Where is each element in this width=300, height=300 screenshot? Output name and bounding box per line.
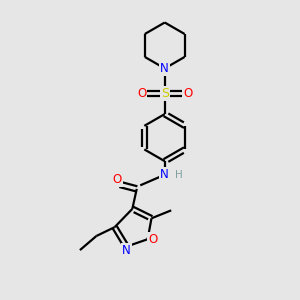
- Text: S: S: [161, 87, 169, 100]
- Text: N: N: [160, 168, 169, 181]
- Text: O: O: [137, 87, 146, 100]
- Text: O: O: [112, 173, 122, 186]
- Text: O: O: [148, 233, 158, 246]
- Text: N: N: [122, 244, 131, 257]
- Text: N: N: [160, 62, 169, 75]
- Text: H: H: [175, 170, 183, 180]
- Text: O: O: [183, 87, 192, 100]
